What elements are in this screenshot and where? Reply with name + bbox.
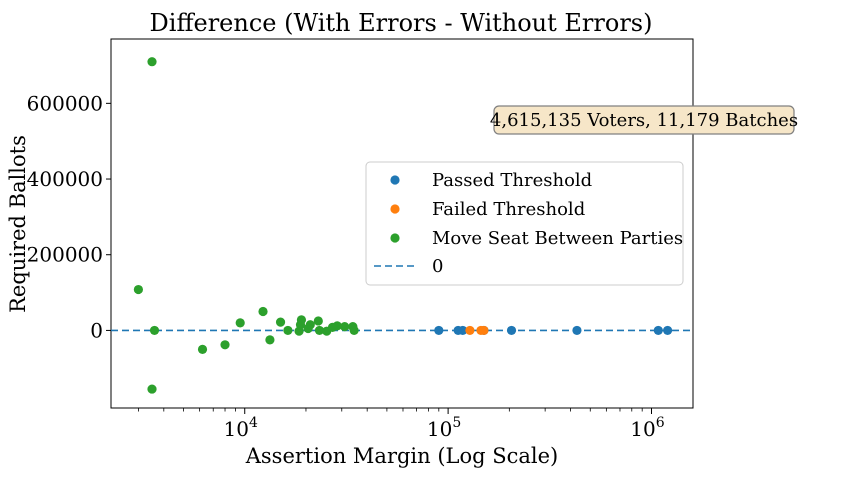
data-point (349, 325, 359, 336)
data-point (314, 325, 325, 336)
x-tick-label: 106 (630, 415, 664, 441)
legend: Passed Threshold Failed Threshold Move Sea… (365, 161, 684, 286)
data-point (235, 318, 245, 328)
legend-marker (390, 175, 400, 185)
data-point (662, 325, 673, 336)
y-tick-label: 400000 (27, 167, 103, 191)
data-point (340, 322, 350, 332)
data-point (147, 384, 157, 394)
data-point (479, 325, 489, 336)
data-point (305, 320, 315, 330)
legend-label: Failed Threshold (432, 199, 585, 220)
data-point (133, 284, 143, 295)
data-point (434, 325, 444, 336)
legend-marker (390, 233, 400, 243)
data-point (258, 306, 268, 317)
legend-label: 0 (432, 256, 443, 277)
data-point (296, 315, 307, 325)
x-tick-label: 105 (427, 415, 461, 441)
plot-area-frame (110, 38, 694, 409)
data-point (506, 325, 517, 336)
data-point (332, 321, 342, 331)
y-axis-label: Required Ballots (6, 135, 30, 313)
x-axis: 104 105 106 (137, 408, 665, 441)
data-point (653, 325, 663, 336)
y-tick-label: 200000 (27, 243, 103, 267)
data-point (458, 325, 468, 336)
y-tick-label: 0 (90, 318, 103, 342)
data-point (265, 335, 275, 345)
x-axis-label: Assertion Margin (Log Scale) (245, 444, 559, 468)
data-point (149, 325, 160, 336)
x-tick-label: 104 (224, 415, 258, 441)
y-axis: 0 200000 400000 600000 (27, 91, 111, 342)
data-point (147, 57, 157, 67)
data-point (572, 325, 582, 336)
y-tick-label: 600000 (27, 91, 103, 115)
annotation-text: 4,615,135 Voters, 11,179 Batches (490, 110, 798, 131)
data-point (313, 316, 323, 326)
annotation-box: 4,615,135 Voters, 11,179 Batches (490, 105, 798, 135)
legend-label: Move Seat Between Parties (432, 228, 683, 249)
data-point (465, 325, 475, 336)
legend-label: Passed Threshold (432, 170, 592, 191)
legend-marker (390, 204, 400, 214)
data-point (220, 340, 230, 350)
data-points (133, 57, 673, 394)
data-point (283, 325, 293, 336)
data-point (275, 317, 286, 327)
chart-title: Difference (With Errors - Without Errors… (150, 9, 653, 37)
data-point (197, 344, 208, 354)
